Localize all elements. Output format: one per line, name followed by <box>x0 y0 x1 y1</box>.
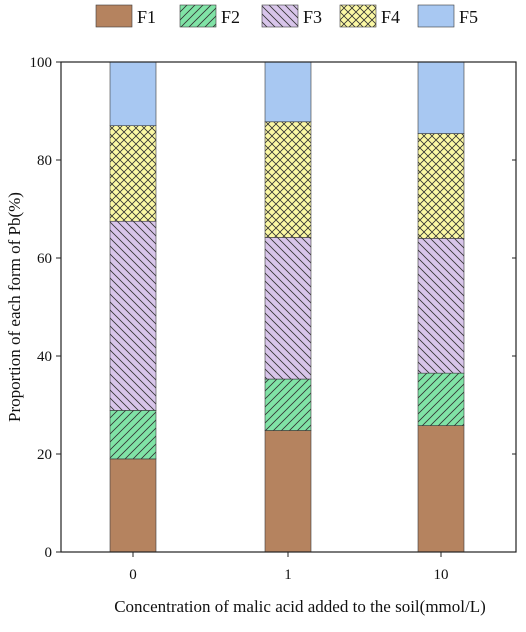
y-tick-label: 20 <box>37 447 52 463</box>
x-tick-label-10: 10 <box>434 567 449 583</box>
bar-segment-f5-1 <box>264 61 312 123</box>
legend-label-f2: F2 <box>221 7 240 27</box>
bar-segment-f1-10 <box>417 425 465 553</box>
y-tick-label: 60 <box>37 251 52 267</box>
bar-segment-f2-10 <box>417 372 465 426</box>
legend-label-f4: F4 <box>381 7 400 27</box>
y-tick-label: 40 <box>37 349 52 365</box>
y-axis-title: Proportion of each form of Pb(%) <box>5 192 24 422</box>
x-tick-label-1: 1 <box>284 567 292 583</box>
y-tick-label: 100 <box>30 55 53 71</box>
legend-swatch-f4 <box>339 4 377 28</box>
bar-segment-f2-0 <box>109 410 157 460</box>
legend-swatch-f3 <box>261 4 299 28</box>
bar-segment-f5-0 <box>109 61 157 127</box>
y-tick-label: 80 <box>37 153 52 169</box>
y-axis: 0 20 40 60 80 100 <box>30 55 516 561</box>
legend-swatch-f5 <box>417 4 455 28</box>
bar-stacks <box>109 61 465 553</box>
legend-swatch-f2 <box>179 4 217 28</box>
x-tick-label-0: 0 <box>129 567 137 583</box>
bar-segment-f5-10 <box>417 61 465 134</box>
bar-segment-f3-0 <box>109 220 157 411</box>
bar-segment-f3-10 <box>417 238 465 374</box>
bar-segment-f1-0 <box>109 458 157 553</box>
bar-segment-f4-1 <box>264 121 312 238</box>
bar-segment-f1-1 <box>264 430 312 553</box>
legend-label-f5: F5 <box>459 7 478 27</box>
legend-label-f1: F1 <box>137 7 156 27</box>
bar-segment-f2-1 <box>264 378 312 431</box>
legend: F1 F2 F3 F4 F5 <box>95 4 478 28</box>
y-tick-label: 0 <box>45 545 53 561</box>
bar-segment-f4-0 <box>109 125 157 222</box>
x-axis: 0 1 10 <box>129 552 449 583</box>
legend-swatch-f1 <box>95 4 133 28</box>
x-axis-title: Concentration of malic acid added to the… <box>114 597 486 616</box>
legend-label-f3: F3 <box>303 7 322 27</box>
bar-segment-f3-1 <box>264 237 312 380</box>
bar-segment-f4-10 <box>417 133 465 239</box>
